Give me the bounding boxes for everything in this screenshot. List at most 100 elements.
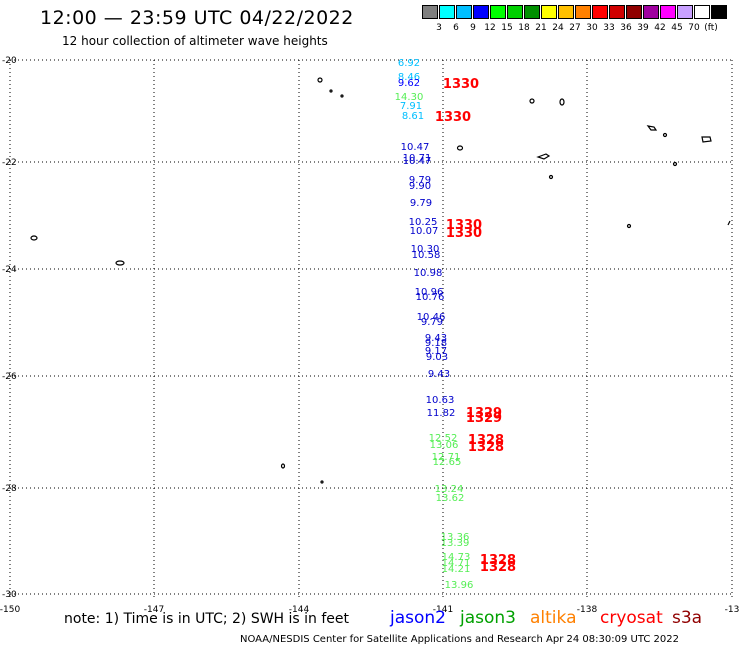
- island-outlines: [30, 77, 731, 484]
- wave-height-value: 10.58: [412, 250, 441, 261]
- colorbar-tick-label: (ft): [704, 23, 718, 33]
- wave-height-value: 13.62: [436, 493, 465, 504]
- wave-height-value: 10.63: [426, 395, 455, 406]
- island: [626, 223, 632, 229]
- latitude-label: -26: [2, 372, 17, 382]
- colorbar-swatch: [626, 5, 642, 19]
- mission-jason2: jason2: [390, 608, 446, 628]
- wave-height-value: 9.79: [409, 175, 431, 186]
- pass-time-label: 1328: [468, 433, 504, 448]
- colorbar-swatch: [660, 5, 676, 19]
- wave-height-value: 9.43: [428, 369, 450, 380]
- colorbar-swatch: [507, 5, 523, 19]
- wave-height-value: 10.71: [403, 153, 432, 164]
- pass-time-label: 1329: [466, 406, 502, 421]
- colorbar-tick-label: 45: [671, 23, 683, 33]
- pass-time-label: 1328: [480, 553, 516, 568]
- colorbar-swatch: [422, 5, 438, 19]
- footer-note: note: 1) Time is in UTC; 2) SWH is in fe…: [64, 611, 350, 627]
- latitude-label: -24: [2, 265, 17, 275]
- wave-height-value: 9.79: [421, 317, 443, 328]
- wave-height-value: 10.30: [411, 244, 440, 255]
- pass-time-label: 1330: [446, 226, 482, 241]
- island: [320, 480, 324, 484]
- longitude-label: -141: [433, 605, 453, 615]
- wave-height-value: 13.96: [445, 580, 474, 591]
- island: [317, 77, 323, 83]
- colorbar-tick-label: 21: [535, 23, 547, 33]
- wave-height-value: 10.47: [401, 142, 430, 153]
- colorbar-tick-label: 42: [654, 23, 666, 33]
- colorbar-tick-label: 24: [552, 23, 564, 33]
- colorbar-tick-label: 33: [603, 23, 615, 33]
- wave-height-value: 10.46: [417, 312, 446, 323]
- wave-height-value: 6.92: [398, 58, 420, 69]
- wave-height-value: 8.46: [398, 72, 420, 83]
- mission-cryosat: cryosat: [600, 608, 663, 628]
- island: [662, 132, 668, 138]
- latitude-label: -30: [2, 590, 17, 600]
- wave-height-value: 13.36: [441, 532, 470, 543]
- longitude-label: -150: [0, 605, 20, 615]
- island: [727, 220, 731, 226]
- pass-time-label: 1330: [443, 77, 479, 92]
- colorbar-tick-label: 30: [586, 23, 598, 33]
- pass-time-label: 1330: [435, 110, 471, 125]
- island: [329, 89, 333, 93]
- pass-time-label: 1329: [466, 411, 502, 426]
- longitude-label: -13: [725, 605, 740, 615]
- colorbar-swatch: [711, 5, 727, 19]
- colorbar-swatch: [575, 5, 591, 19]
- colorbar-tick-label: 6: [453, 23, 459, 33]
- wave-height-value: 10.25: [409, 217, 438, 228]
- colorbar-tick-label: 18: [518, 23, 530, 33]
- longitude-label: -147: [144, 605, 164, 615]
- island: [280, 463, 286, 469]
- credit-line: NOAA/NESDIS Center for Satellite Applica…: [240, 634, 679, 645]
- colorbar-tick-label: 27: [569, 23, 581, 33]
- wave-height-value: 14.21: [442, 564, 471, 575]
- island: [30, 235, 38, 241]
- mission-altika: altika: [530, 608, 577, 628]
- colorbar-swatch: [456, 5, 472, 19]
- wave-height-value: 10.96: [415, 287, 444, 298]
- wave-height-value: 9.17: [425, 346, 447, 357]
- wave-height-value: 10.07: [410, 226, 439, 237]
- wave-height-value: 10.98: [414, 268, 443, 279]
- pass-time-label: 1330: [446, 218, 482, 233]
- colorbar-tick-label: 39: [637, 23, 649, 33]
- colorbar-swatch: [473, 5, 489, 19]
- wave-height-value: 13.24: [435, 484, 464, 495]
- wave-height-value: 8.61: [402, 111, 424, 122]
- longitude-label: -138: [577, 605, 598, 615]
- colorbar-swatch: [694, 5, 710, 19]
- island: [529, 98, 535, 104]
- longitude-label: -144: [289, 605, 310, 615]
- island: [340, 94, 344, 98]
- grid-lines: [9, 59, 733, 600]
- colorbar-tick-label: 70: [688, 23, 700, 33]
- wave-height-value: 12.71: [432, 452, 461, 463]
- island: [536, 153, 551, 160]
- colorbar-swatch: [609, 5, 625, 19]
- colorbar-swatch: [524, 5, 540, 19]
- wave-height-value: 12.52: [429, 433, 458, 444]
- latitude-label: -20: [2, 56, 17, 66]
- island: [548, 174, 554, 180]
- wave-height-value: 13.39: [441, 538, 470, 549]
- colorbar-swatch: [490, 5, 506, 19]
- wave-height-value: 14.73: [442, 552, 471, 563]
- island: [672, 161, 678, 167]
- latitude-label: -22: [2, 158, 17, 168]
- island: [115, 260, 125, 266]
- colorbar-swatch: [541, 5, 557, 19]
- wave-height-value: 9.18: [425, 338, 447, 349]
- island: [559, 98, 565, 106]
- mission-s3a: s3a: [672, 608, 703, 628]
- wave-height-value: 10.76: [416, 292, 445, 303]
- map-subtitle: 12 hour collection of altimeter wave hei…: [62, 34, 328, 48]
- colorbar-swatch: [677, 5, 693, 19]
- colorbar-tick-label: 36: [620, 23, 632, 33]
- colorbar-tick-label: 3: [436, 23, 442, 33]
